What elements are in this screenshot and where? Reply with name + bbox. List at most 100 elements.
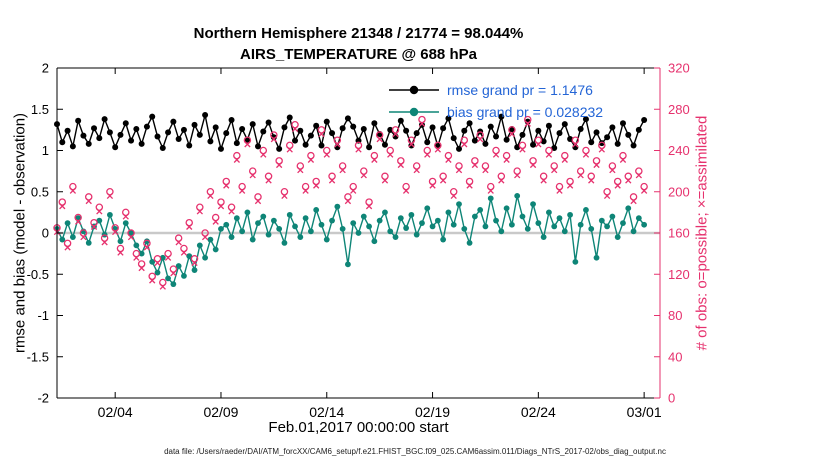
assimilated-obs-marker: [455, 166, 463, 174]
possible-obs-marker: [381, 172, 389, 181]
assimilated-obs-marker: [249, 172, 256, 179]
assimilated-obs-marker: [313, 182, 320, 189]
possible-obs-marker: [428, 177, 437, 186]
possible-obs-marker: [418, 115, 426, 124]
assimilated-obs-marker: [59, 203, 66, 210]
x-tick-label: 02/04: [98, 404, 133, 420]
y-left-tick-label: -0.5: [27, 267, 49, 282]
y-left-tick-label: -1.5: [27, 349, 49, 364]
possible-obs-marker: [524, 115, 532, 124]
assimilated-obs-marker: [238, 187, 246, 194]
possible-obs-marker: [338, 162, 347, 170]
possible-obs-marker: [106, 187, 114, 196]
possible-obs-marker: [471, 157, 479, 165]
possible-obs-marker: [307, 151, 315, 160]
axes: -2 -1.5 -1 -0.5 0 0.5 1 1.5 2 0 40 80 120 160 200 240 28…: [27, 61, 690, 421]
assimilated-obs-marker: [180, 249, 188, 256]
possible-obs-marker: [137, 260, 146, 268]
possible-obs-marker: [407, 136, 416, 144]
assimilated-obs-marker: [344, 197, 352, 205]
possible-obs-marker: [619, 151, 627, 160]
possible-obs-marker: [238, 182, 246, 191]
possible-obs-marker: [217, 198, 225, 206]
assimilated-obs-marker: [286, 146, 293, 153]
legend-entry-rmse: rmse grand pr = 1.1476: [388, 79, 603, 101]
possible-obs-marker: [402, 182, 410, 191]
assimilated-obs-marker: [397, 161, 404, 169]
possible-obs-marker: [211, 213, 220, 222]
assimilated-obs-marker: [122, 213, 129, 220]
y-right-tick-label: 280: [668, 102, 690, 117]
possible-obs-marker: [122, 208, 130, 217]
possible-obs-marker: [111, 224, 119, 232]
possible-obs-marker: [386, 146, 394, 155]
assimilated-obs-marker: [138, 264, 145, 272]
assimilated-obs-marker: [69, 187, 77, 194]
possible-obs-marker: [291, 120, 299, 129]
assimilated-obs-marker: [270, 135, 278, 143]
possible-obs-marker: [571, 136, 580, 144]
possible-obs-marker: [169, 265, 178, 273]
possible-obs-marker: [397, 157, 405, 165]
assimilated-obs-marker: [619, 156, 627, 163]
assimilated-obs-marker: [640, 187, 648, 194]
assimilated-obs-marker: [376, 135, 383, 143]
assimilated-obs-marker: [524, 120, 531, 127]
possible-obs-marker: [69, 182, 77, 191]
assimilated-obs-marker: [334, 141, 341, 148]
possible-obs-marker: [550, 162, 558, 170]
possible-obs-marker: [333, 136, 342, 144]
possible-obs-marker: [190, 255, 199, 263]
assimilated-obs-marker: [101, 239, 108, 246]
y-left-tick-label: 0: [42, 226, 49, 241]
chart-title: Northern Hemisphere 21348 / 21774 = 98.0…: [193, 25, 524, 42]
assimilated-obs-marker: [196, 208, 203, 215]
possible-obs-marker: [561, 151, 569, 160]
possible-obs-marker: [63, 239, 72, 248]
assimilated-obs-marker: [492, 151, 500, 158]
possible-obs-marker: [58, 198, 67, 206]
possible-obs-marker: [116, 244, 125, 253]
possible-obs-marker: [624, 172, 633, 181]
assimilated-obs-marker: [476, 135, 484, 143]
y-axis-label-left: rmse and bias (model - observation): [11, 112, 29, 354]
assimilated-obs-marker: [244, 141, 251, 148]
possible-obs-marker: [254, 193, 262, 201]
y-right-tick-label: 240: [668, 143, 690, 158]
assimilated-obs-marker: [217, 203, 225, 210]
assimilated-obs-marker: [529, 161, 537, 169]
assimilated-obs-marker: [260, 151, 267, 158]
possible-obs-marker: [539, 172, 548, 181]
possible-obs-marker: [143, 239, 151, 248]
assimilated-obs-marker: [408, 141, 415, 148]
assimilated-obs-marker: [164, 254, 172, 261]
assimilated-obs-marker: [149, 277, 156, 284]
possible-obs-marker: [312, 177, 320, 186]
assimilated-obs-marker: [64, 244, 71, 251]
assimilated-obs-marker: [80, 233, 87, 241]
y-axis-label-right: # of obs: o=possible; ×=assimilated: [693, 115, 711, 351]
possible-obs-marker: [391, 126, 400, 134]
possible-obs-marker: [301, 182, 310, 191]
assimilated-obs-marker: [365, 203, 373, 210]
assimilated-obs-marker: [545, 151, 553, 158]
assimilated-obs-marker: [508, 130, 516, 138]
y-right-tick-label: 40: [668, 349, 682, 364]
possible-obs-marker: [486, 182, 495, 191]
y-left-tick-label: -1: [37, 308, 49, 323]
assimilated-obs-marker: [429, 182, 436, 189]
x-tick-label: 02/24: [521, 404, 556, 420]
assimilated-obs-marker: [614, 182, 621, 189]
chart-subtitle: AIRS_TEMPERATURE @ 688 hPa: [240, 46, 477, 63]
possible-obs-marker: [174, 234, 183, 242]
assimilated-obs-marker: [482, 166, 489, 174]
assimilated-obs-marker: [402, 187, 410, 194]
assimilated-obs-marker: [593, 161, 600, 169]
possible-obs-marker: [434, 141, 442, 150]
assimilated-obs-marker: [328, 177, 336, 184]
assimilated-obs-marker: [350, 187, 357, 194]
possible-obs-marker: [608, 162, 617, 170]
possible-obs-marker: [248, 167, 257, 175]
